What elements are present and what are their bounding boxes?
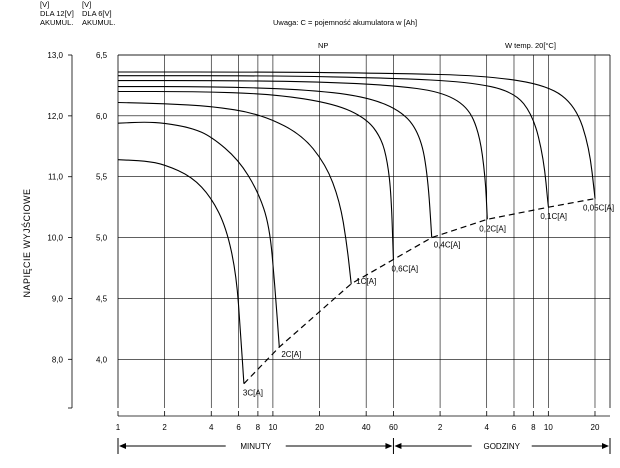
y12-tick-label: 9,0 [52,294,64,303]
curve-005ca [118,71,596,200]
grid [118,54,610,408]
minutes-label: MINUTY [240,442,271,451]
x-tick-label: 4 [209,423,214,432]
y6-tick-label: 5,5 [96,173,108,182]
curve-label: 0,6C[A] [391,264,418,273]
arrowhead [394,443,402,449]
curve-label: 1C[A] [356,277,376,286]
curve-04ca [118,86,433,239]
curve-label: 0,4C[A] [434,241,461,250]
y-axis-title: NAPIĘCIE WYJŚCIOWE [21,188,32,297]
curve-labels: 3C[A] 2C[A] 1C[A] 0,6C[A] 0,4C[A] 0,2C[A] 0,1C… [243,204,614,398]
header-left-col2-line1: [V] [82,0,91,9]
curve-1ca [117,101,352,285]
y6-tick-label: 6,0 [96,112,108,121]
x-tick-label: 10 [268,423,277,432]
axes [68,54,611,417]
curve-label: 0,1C[A] [540,212,567,221]
y6-tick-label: 4,0 [96,355,108,364]
y6-tick-label: 4,5 [96,294,108,303]
curve-label: 3C[A] [243,389,263,398]
y6-tick-label: 5,0 [96,234,108,243]
discharge-curves [117,71,596,384]
x-tick-label: 2 [162,423,167,432]
arrowhead [119,443,126,449]
header-left-col1-line3: AKUMUL. [40,18,73,27]
x-tick-label: 4 [484,423,489,432]
arrowhead [385,443,393,449]
header-left-col1-line2: DLA 12[V] [40,9,74,18]
curve-3ca [117,159,245,384]
x-tick-label: 6 [236,423,241,432]
x-tick-label: 60 [389,423,398,432]
x-tick-label: 1 [116,423,121,432]
tick-labels: 13,0 6,5 12,0 6,0 11,0 5,5 10,0 5,0 9,0 4,5 8,0 4,0… [47,51,600,432]
header-left-col1-line1: [V] [40,0,49,9]
header-left-col2-line3: AKUMUL. [82,18,115,27]
curve-2ca [117,121,280,348]
y12-tick-label: 10,0 [47,234,63,243]
x-tick-label: 20 [591,423,600,432]
x-tick-label: 6 [512,423,517,432]
curve-label: 0,2C[A] [479,224,506,233]
curve-01ca [118,75,549,208]
hours-label: GODZINY [483,442,520,451]
curve-02ca [118,80,488,220]
header-note: Uwaga: C = pojemność akumulatora w [Ah] [273,18,417,27]
arrowhead [602,443,609,449]
temperature-label: W temp. 20[°C] [505,41,556,50]
y12-tick-label: 8,0 [52,355,64,364]
y12-tick-label: 11,0 [48,173,64,182]
unit-arrows: MINUTY GODZINY [117,438,611,454]
y12-tick-label: 13,0 [47,51,63,60]
x-tick-label: 10 [544,423,553,432]
curve-label: 0,05C[A] [583,204,614,213]
curve-label: 2C[A] [281,350,301,359]
curve-06ca [118,90,394,260]
x-tick-label: 2 [438,423,443,432]
x-tick-label: 8 [531,423,536,432]
np-label: NP [318,41,328,50]
x-tick-label: 8 [256,423,261,432]
y12-tick-label: 12,0 [47,112,63,121]
x-tick-label: 20 [315,423,324,432]
x-tick-label: 40 [362,423,371,432]
header-left-col2-line2: DLA 6[V] [82,9,112,18]
y6-tick-label: 6,5 [96,51,108,60]
